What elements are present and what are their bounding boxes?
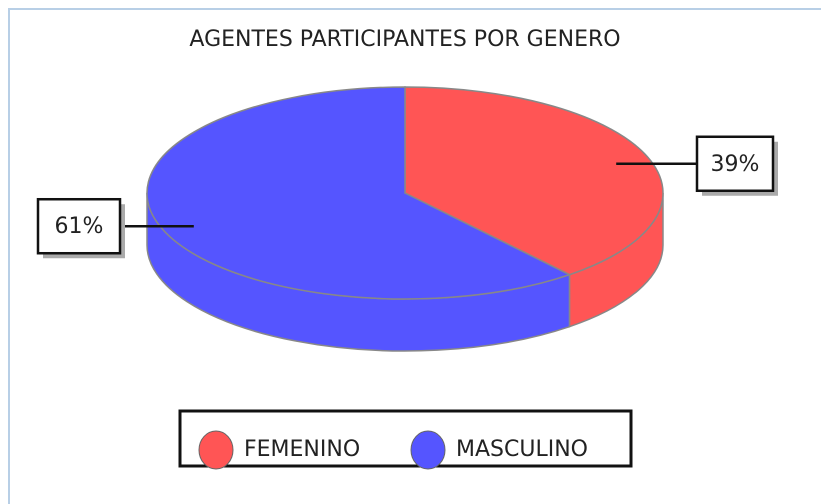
legend-label: FEMENINO (244, 437, 360, 462)
pie: 39% 61% (36, 86, 778, 352)
label-box (36, 197, 122, 255)
data-label: 61% (55, 214, 104, 239)
pie-slice (146, 86, 572, 300)
pie-slice (404, 86, 664, 276)
legend-label: MASCULINO (456, 437, 588, 462)
legend-swatch (198, 430, 234, 470)
chart-title: AGENTES PARTICIPANTES POR GENERO (189, 27, 620, 52)
legend-items: FEMENINO MASCULINO (198, 430, 588, 470)
legend (178, 409, 633, 468)
legend-swatch (410, 430, 446, 470)
data-label: 39% (711, 152, 760, 177)
label-box (695, 135, 775, 193)
